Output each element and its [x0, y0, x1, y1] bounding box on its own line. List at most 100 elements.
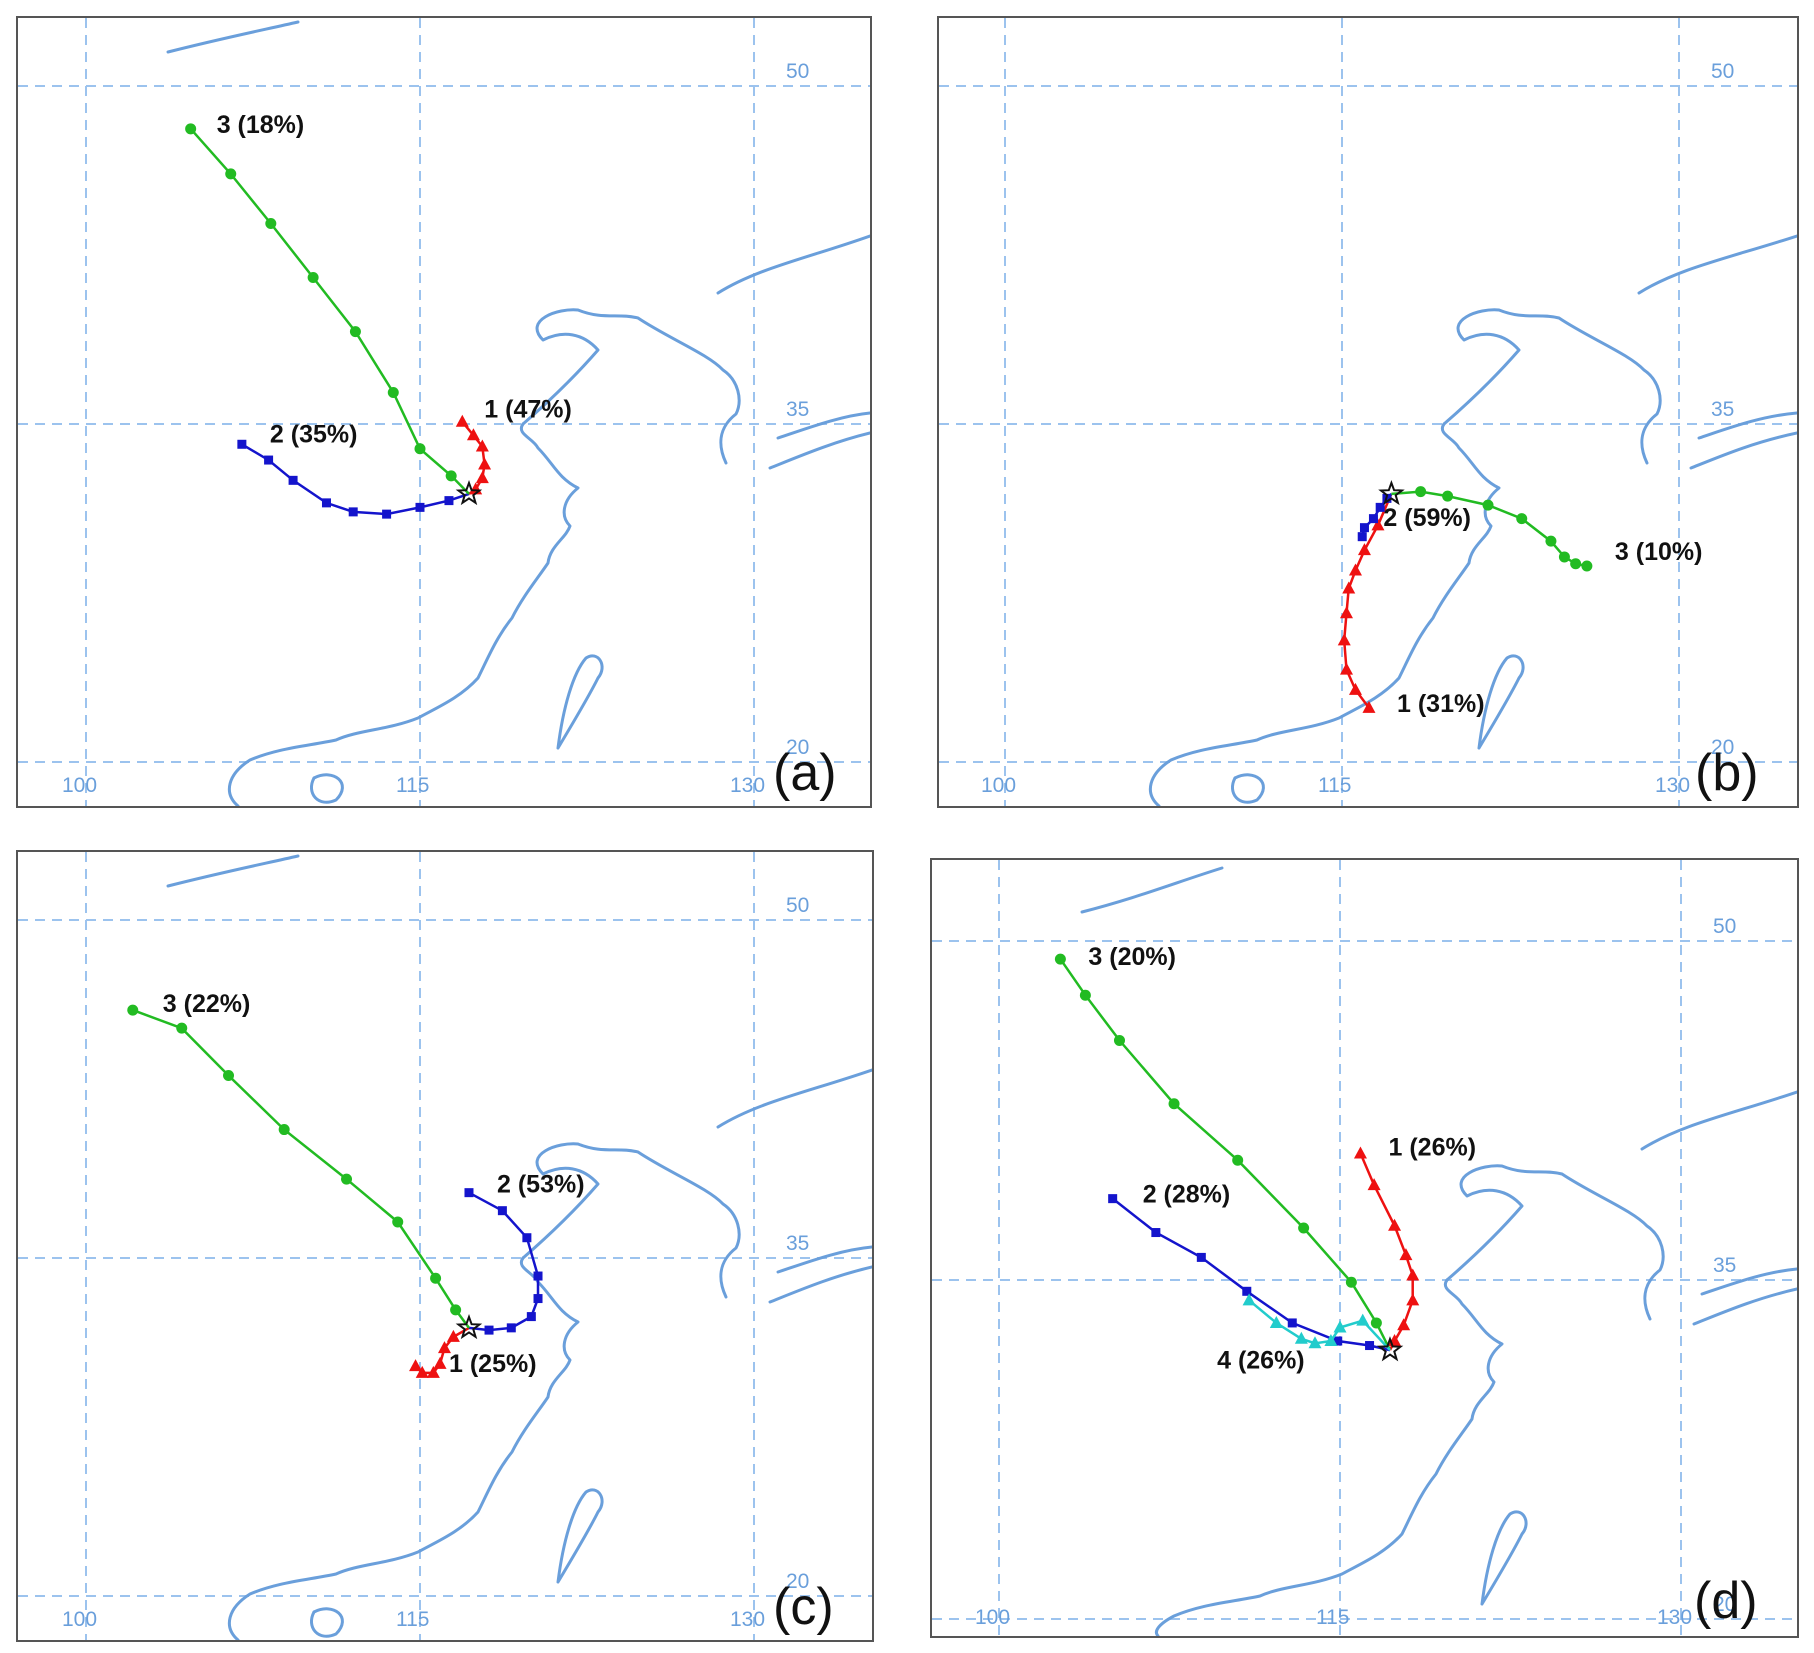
star-icon [455, 479, 483, 506]
trajectory-point [278, 1124, 290, 1136]
trajectory-cluster-3: 3 (20%) [1054, 943, 1392, 1351]
trajectory-point [1399, 1248, 1413, 1261]
trajectory-point [1406, 1293, 1420, 1306]
trajectory-layer: 1 (25%) 2 (53%) 3 (22%) [127, 990, 585, 1378]
trajectory-cluster-2: 2 (53%) [464, 1171, 585, 1335]
trajectory-point [506, 1323, 516, 1333]
panel-label: (d) [1694, 1572, 1758, 1630]
lon-tick-label: 100 [981, 774, 1016, 797]
trajectory-point [526, 1312, 536, 1322]
lon-tick-label: 130 [730, 774, 765, 797]
lon-tick-label: 100 [62, 1608, 97, 1631]
lat-tick-label: 20 [1711, 736, 1734, 759]
trajectory-point [1308, 1336, 1322, 1349]
trajectory-cluster-3: 3 (10%) [1391, 486, 1703, 572]
trajectory-line [1342, 493, 1393, 709]
trajectory-point [225, 168, 237, 180]
lon-tick-label: 100 [975, 1606, 1010, 1629]
trajectory-point [426, 1365, 440, 1378]
trajectory-point [348, 507, 358, 517]
trajectory-point [1342, 581, 1356, 594]
star-icon [1376, 1336, 1404, 1362]
lat-tick-label: 35 [1711, 398, 1734, 421]
trajectory-point [533, 1294, 543, 1304]
trajectory-cluster-1: 1 (31%) [1337, 493, 1485, 718]
map-panel-d: 100 115 130 50 35 20 1 (26%) 2 (28%) 3 (20… [930, 858, 1799, 1638]
trajectory-point [497, 1206, 507, 1216]
trajectory-point [466, 428, 480, 441]
trajectory-point [1348, 682, 1362, 695]
lon-tick-label: 100 [62, 774, 97, 797]
trajectory-point [387, 386, 399, 398]
trajectory-point [444, 496, 454, 506]
trajectory-label: 3 (20%) [1088, 943, 1176, 971]
trajectory-point [450, 1304, 462, 1316]
trajectory-point [1365, 1341, 1375, 1351]
trajectory-point [1151, 1228, 1161, 1238]
trajectory-point [437, 1341, 451, 1354]
coastline [1080, 866, 1797, 1636]
trajectory-point [1482, 499, 1494, 511]
trajectory-label: 3 (10%) [1615, 538, 1703, 566]
trajectory-point [414, 443, 426, 455]
trajectory-point [1324, 1334, 1338, 1347]
trajectory-point [475, 471, 489, 484]
coastline [1149, 234, 1797, 806]
trajectory-point [392, 1216, 404, 1228]
trajectory-label: 4 (26%) [1217, 1346, 1305, 1374]
trajectory-label: 3 (18%) [217, 111, 305, 139]
trajectory-point [307, 272, 319, 284]
trajectory-point [1558, 551, 1570, 563]
trajectory-point [1368, 514, 1378, 524]
trajectory-layer: 1 (31%) 2 (59%) 3 (10%) [1337, 479, 1703, 718]
trajectory-point [1294, 1331, 1308, 1344]
trajectory-point [430, 1272, 442, 1284]
trajectory-point [1397, 1318, 1411, 1331]
trajectory-point [1357, 532, 1367, 542]
trajectory-point [433, 1356, 447, 1369]
lat-tick-label: 35 [786, 398, 809, 421]
trajectory-cluster-4: 4 (26%) [1217, 1293, 1391, 1374]
trajectory-point [1079, 989, 1091, 1001]
trajectory-point [265, 217, 277, 229]
trajectory-point [1298, 1222, 1310, 1234]
trajectory-label: 1 (26%) [1389, 1133, 1477, 1161]
trajectory-point [1367, 1178, 1381, 1191]
trajectory-point [1371, 518, 1385, 531]
trajectory-point [1339, 662, 1353, 675]
trajectory-point [1333, 1320, 1347, 1333]
lat-tick-label: 20 [786, 736, 809, 759]
trajectory-cluster-1: 1 (47%) [455, 396, 572, 495]
trajectory-point [1232, 1154, 1244, 1166]
lat-tick-label: 20 [786, 1570, 809, 1593]
map-panel-a: 100 115 130 50 35 20 1 (47%) 2 (35%) 3 (18… [16, 16, 872, 808]
trajectory-point [446, 1329, 460, 1342]
trajectory-point [409, 1359, 423, 1372]
trajectory-label: 2 (28%) [1143, 1181, 1231, 1209]
trajectory-point [1269, 1315, 1283, 1328]
trajectory-point [445, 470, 457, 482]
panel-label: (b) [1695, 744, 1759, 802]
trajectory-point [415, 502, 425, 512]
trajectory-point [1415, 486, 1427, 498]
trajectory-label: 2 (53%) [497, 1171, 585, 1199]
trajectory-point [1168, 1098, 1180, 1110]
lon-tick-label: 130 [1655, 774, 1690, 797]
trajectory-line [241, 443, 470, 516]
panel-label: (a) [773, 744, 837, 802]
trajectory-point [185, 123, 197, 135]
map-svg-d: 100 115 130 50 35 20 1 (26%) 2 (28%) 3 (20… [932, 860, 1797, 1636]
trajectory-point [1359, 523, 1369, 533]
trajectory-point [1348, 563, 1362, 576]
map-panel-c: 100 115 130 50 35 20 1 (25%) 2 (53%) 3 (22… [16, 850, 874, 1642]
star-icon [455, 1313, 483, 1340]
trajectory-point [237, 439, 247, 449]
trajectory-layer: 1 (47%) 2 (35%) 3 (18%) [185, 111, 572, 519]
lat-tick-label: 20 [1713, 1593, 1736, 1616]
trajectory-point [1345, 1276, 1357, 1288]
lat-tick-label: 50 [786, 60, 809, 83]
trajectory-point [1370, 1317, 1382, 1329]
trajectory-point [264, 455, 274, 465]
trajectory-point [1545, 535, 1557, 547]
lat-tick-label: 50 [1713, 915, 1736, 938]
